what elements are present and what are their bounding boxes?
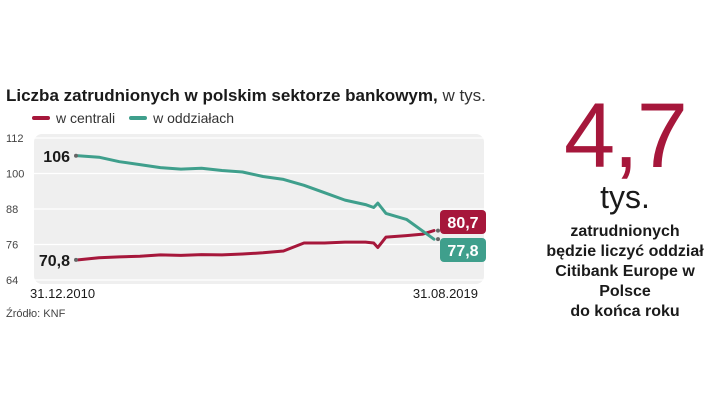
callout-panel: 4,7 tys. zatrudnionych będzie liczyć odd… <box>530 90 720 322</box>
x-tick-label-start: 31.12.2010 <box>30 286 95 301</box>
callout-line-4: do końca roku <box>570 303 680 320</box>
end-marker <box>436 228 440 233</box>
line-chart: 64 76 88 100 112 31.12.2010 31.08.2019 70,8 106 8… <box>6 133 486 301</box>
series-line-centrala <box>76 229 436 262</box>
source-note: Źródło: KNF <box>6 308 66 320</box>
callout-line-2: będzie liczyć oddział <box>546 243 704 260</box>
y-tick-label: 88 <box>6 204 18 216</box>
legend-swatch-centrala <box>32 116 50 120</box>
chart-title-unit: w tys. <box>437 86 486 105</box>
callout-line-1: zatrudnionych <box>570 223 680 240</box>
callout-number: 4,7 <box>564 85 688 187</box>
chart-title-main: Liczba zatrudnionych w polskim sektorze … <box>6 86 438 105</box>
end-value-label: 77,8 <box>447 243 478 260</box>
end-marker <box>436 237 440 242</box>
end-value-box-centrala <box>440 210 486 234</box>
end-value-box-oddzialy <box>440 238 486 262</box>
legend-label-centrala: w centrali <box>56 110 116 126</box>
legend-item-centrala: w centrali <box>32 110 115 126</box>
y-tick-label: 64 <box>6 275 18 287</box>
start-value-label: 106 <box>43 149 70 166</box>
chart-legend: w centrali w oddziałach <box>32 110 234 126</box>
start-marker <box>74 257 78 262</box>
callout-unit: tys. <box>600 179 650 215</box>
y-tick-label: 112 <box>6 133 24 145</box>
chart-title: Liczba zatrudnionych w polskim sektorze … <box>6 86 486 106</box>
y-tick-label: 76 <box>6 240 18 252</box>
y-tick-label: 100 <box>6 169 24 181</box>
callout-text: zatrudnionych będzie liczyć oddział Citi… <box>530 222 720 322</box>
legend-item-oddzialy: w oddziałach <box>129 110 234 126</box>
start-marker <box>74 153 78 158</box>
end-value-label: 80,7 <box>447 215 478 232</box>
series-line-oddzialy <box>76 154 436 241</box>
x-tick-label-end: 31.08.2019 <box>413 286 478 301</box>
callout-line-3: Citibank Europe w Polsce <box>555 263 695 300</box>
legend-swatch-oddzialy <box>129 116 148 120</box>
legend-label-oddzialy: w oddziałach <box>153 110 235 126</box>
start-value-label: 70,8 <box>39 253 70 270</box>
